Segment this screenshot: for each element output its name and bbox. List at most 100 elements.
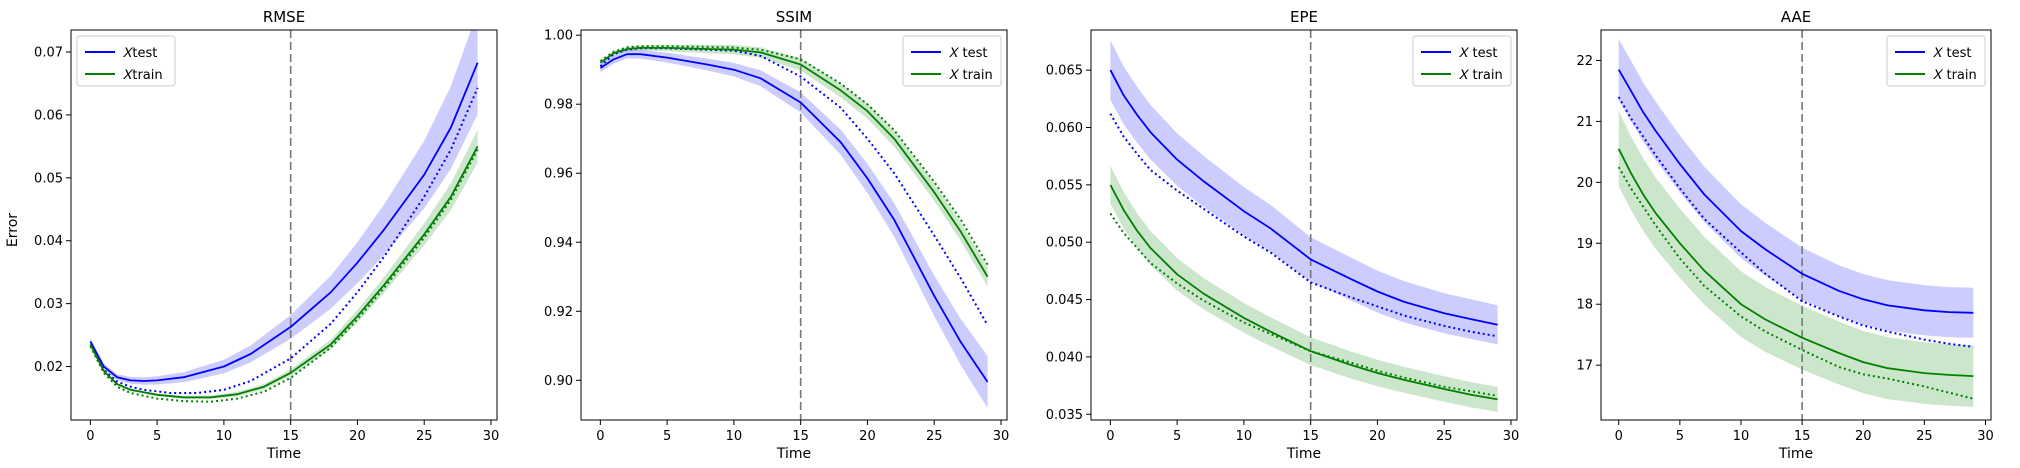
- x-tick-label: 15: [1302, 429, 1319, 444]
- confidence-band-test: [600, 49, 988, 408]
- chart-title: EPE: [1290, 8, 1318, 26]
- confidence-band-test: [1110, 40, 1498, 345]
- x-axis-label: Time: [1778, 446, 1813, 462]
- legend: 𝑋 test 𝑋 train: [1886, 35, 1986, 87]
- y-tick-label: 0.065: [1046, 64, 1083, 79]
- x-tick-label: 25: [1436, 429, 1453, 444]
- chart-title: RMSE: [263, 8, 305, 26]
- y-tick-label: 1.00: [544, 29, 573, 44]
- legend-label: 𝑋test: [123, 46, 157, 61]
- chart-panel-ssim: 0 5 10 15 20 25 30 0.90 0.92 0.94 0.96 0.98 1.00 SSIM…: [544, 8, 1009, 462]
- series-line-train-solid: [1617, 148, 1974, 377]
- chart-title: AAE: [1781, 8, 1811, 26]
- x-axis-label: Time: [266, 446, 301, 462]
- axes-frame: [70, 29, 498, 421]
- y-tick-label: 0.06: [34, 108, 63, 123]
- plot-area: [599, 30, 989, 420]
- x-tick-label: 10: [1236, 429, 1253, 444]
- chart-title: SSIM: [776, 8, 812, 26]
- series-line-train-dotted: [1617, 166, 1974, 400]
- series-line-train-solid: [1109, 184, 1498, 401]
- y-tick-label: 0.03: [34, 297, 63, 312]
- y-tick-label: 0.96: [544, 167, 573, 182]
- legend: 𝑋 test 𝑋 train: [1412, 35, 1512, 87]
- confidence-band-train: [1618, 111, 1974, 407]
- figure-y-axis-label: Error: [5, 213, 21, 247]
- y-tick-label: 19: [1576, 237, 1593, 252]
- y-tick-label: 0.98: [544, 98, 573, 113]
- series-line-train-solid: [89, 145, 479, 399]
- y-tick-label: 18: [1576, 298, 1593, 313]
- legend-label: 𝑋 test: [1933, 46, 1971, 61]
- series-line-train-dotted: [599, 45, 989, 266]
- series-line-train-dotted: [1109, 212, 1498, 397]
- x-tick-label: 15: [792, 429, 809, 444]
- confidence-band-test: [1618, 39, 1974, 338]
- x-tick-label: 15: [282, 429, 299, 444]
- y-tick-label: 0.02: [34, 360, 63, 375]
- legend-label: 𝑋 test: [1459, 46, 1497, 61]
- x-axis-label: Time: [1286, 446, 1321, 462]
- y-tick-label: 0.07: [34, 46, 63, 61]
- x-tick-label: 10: [216, 429, 233, 444]
- x-tick-label: 5: [663, 429, 671, 444]
- y-tick-label: 0.060: [1046, 121, 1083, 136]
- series-line-test-solid: [89, 62, 479, 382]
- legend-label: 𝑋 test: [949, 46, 987, 61]
- plot-area: [89, 30, 479, 420]
- x-tick-label: 5: [1676, 429, 1684, 444]
- x-tick-label: 20: [349, 429, 366, 444]
- axes-frame: [580, 29, 1008, 421]
- y-tick-label: 0.04: [34, 234, 63, 249]
- y-tick-label: 0.040: [1046, 350, 1083, 365]
- series-line-test-solid: [1617, 69, 1974, 314]
- x-tick-label: 10: [726, 429, 743, 444]
- axes-frame: [1600, 29, 1992, 421]
- x-tick-label: 0: [1615, 429, 1623, 444]
- chart-panel-epe: 0 5 10 15 20 25 30 0.035 0.040 0.045 0.050 0.055 0.0…: [1046, 8, 1519, 462]
- x-tick-label: 10: [1733, 429, 1750, 444]
- x-tick-label: 0: [1106, 429, 1114, 444]
- legend-label: 𝑋 train: [949, 68, 993, 83]
- legend: 𝑋 test 𝑋 train: [902, 35, 1002, 87]
- x-tick-label: 30: [993, 429, 1010, 444]
- y-tick-label: 0.055: [1046, 178, 1083, 193]
- y-tick-label: 0.94: [544, 236, 573, 251]
- y-tick-label: 0.92: [544, 305, 573, 320]
- legend-label: 𝑋 train: [1459, 68, 1503, 83]
- y-tick-label: 17: [1576, 359, 1593, 374]
- y-tick-label: 21: [1576, 115, 1593, 130]
- x-tick-label: 5: [1173, 429, 1181, 444]
- x-tick-label: 0: [596, 429, 604, 444]
- x-axis-label: Time: [776, 446, 811, 462]
- x-tick-label: 20: [1855, 429, 1872, 444]
- y-tick-label: 0.035: [1046, 408, 1083, 423]
- x-tick-label: 30: [1977, 429, 1994, 444]
- y-tick-label: 0.90: [544, 374, 573, 389]
- series-line-test-dotted: [1617, 96, 1974, 348]
- plot-area: [1617, 30, 1974, 420]
- series-line-train-dotted: [89, 149, 479, 403]
- axes-frame: [1090, 29, 1518, 421]
- series-line-train-solid: [599, 47, 989, 278]
- x-tick-label: 5: [153, 429, 161, 444]
- plot-area: [1109, 30, 1498, 420]
- x-tick-label: 25: [1916, 429, 1933, 444]
- legend-label: 𝑋train: [123, 68, 163, 83]
- series-line-test-dotted: [1109, 113, 1498, 338]
- x-tick-label: 0: [86, 429, 94, 444]
- x-tick-label: 20: [859, 429, 876, 444]
- x-tick-label: 30: [483, 429, 500, 444]
- chart-panel-rmse: 0 5 10 15 20 25 30 0.02 0.03 0.04 0.05 0.06 0.07 RMSE…: [34, 8, 499, 462]
- confidence-band-train: [600, 44, 988, 287]
- x-tick-label: 15: [1794, 429, 1811, 444]
- series-line-test-solid: [599, 53, 989, 383]
- x-tick-label: 25: [416, 429, 433, 444]
- y-tick-label: 0.05: [34, 171, 63, 186]
- y-tick-label: 0.045: [1046, 293, 1083, 308]
- y-tick-label: 0.050: [1046, 236, 1083, 251]
- confidence-band-train: [1110, 165, 1498, 412]
- y-tick-label: 20: [1576, 176, 1593, 191]
